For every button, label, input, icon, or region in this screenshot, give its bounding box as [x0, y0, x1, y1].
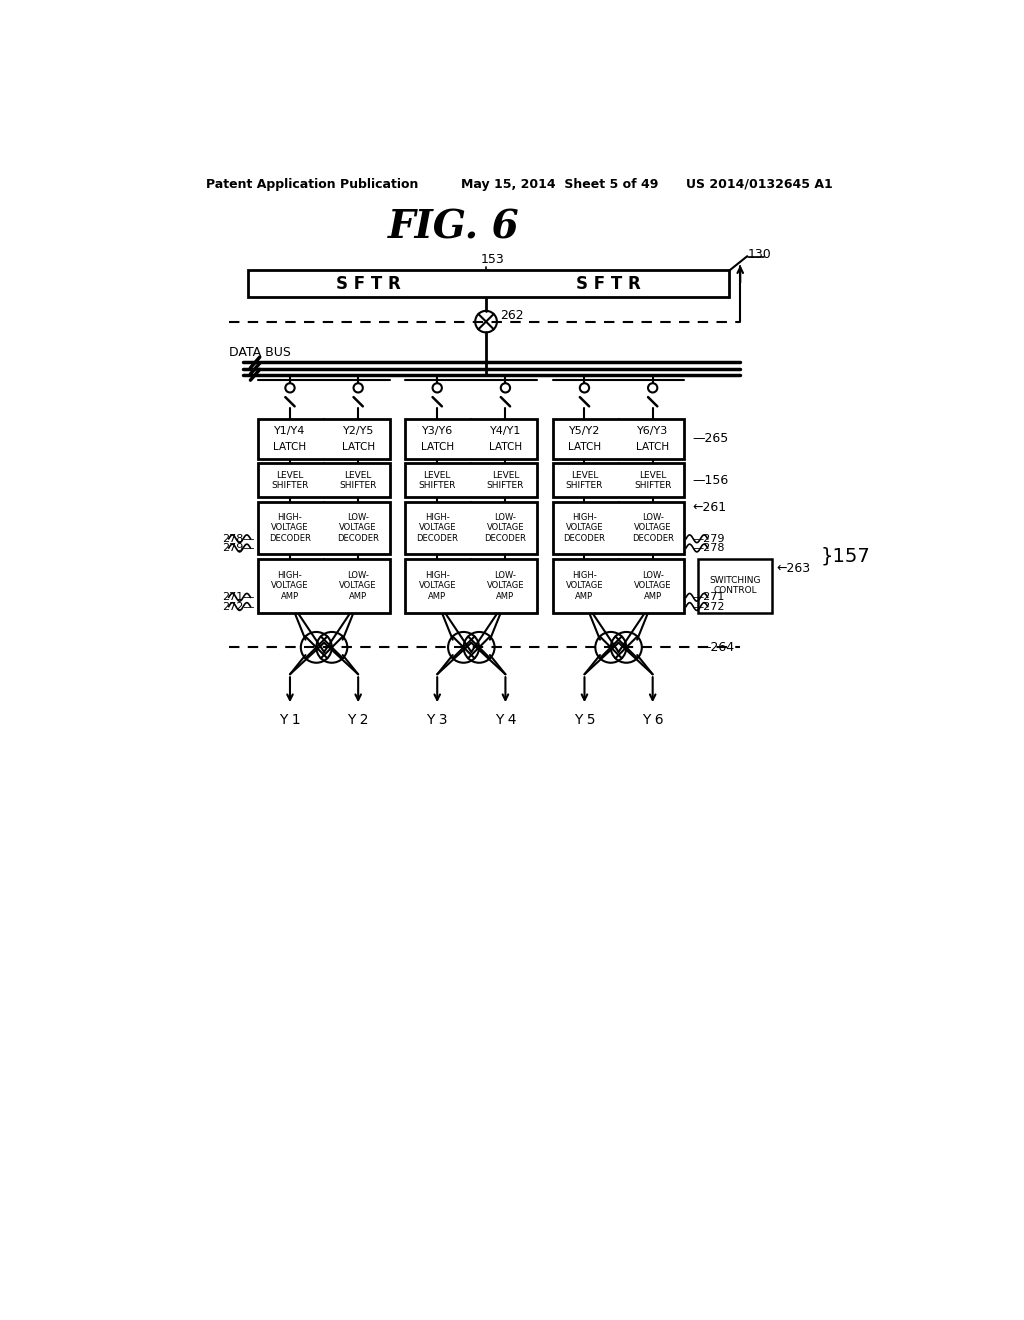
Text: LEVEL
SHIFTER: LEVEL SHIFTER — [566, 470, 603, 490]
Text: LOW-
VOLTAGE
AMP: LOW- VOLTAGE AMP — [339, 570, 377, 601]
Text: Y 3: Y 3 — [426, 714, 447, 727]
Text: LEVEL
SHIFTER: LEVEL SHIFTER — [634, 470, 672, 490]
Text: }157: }157 — [821, 546, 870, 566]
Text: LATCH: LATCH — [421, 442, 454, 453]
Text: Patent Application Publication: Patent Application Publication — [206, 178, 418, 190]
Text: 130: 130 — [748, 248, 772, 261]
Text: LATCH: LATCH — [488, 442, 522, 453]
Text: HIGH-
VOLTAGE
AMP: HIGH- VOLTAGE AMP — [419, 570, 456, 601]
Text: HIGH-
VOLTAGE
DECODER: HIGH- VOLTAGE DECODER — [269, 513, 311, 543]
Text: DATA BUS: DATA BUS — [228, 346, 291, 359]
Bar — [553, 463, 684, 498]
Text: —264: —264 — [698, 640, 734, 653]
Text: LATCH: LATCH — [342, 442, 375, 453]
Text: ←261: ←261 — [692, 502, 726, 515]
Text: HIGH-
VOLTAGE
DECODER: HIGH- VOLTAGE DECODER — [417, 513, 458, 543]
Text: Y 5: Y 5 — [573, 714, 595, 727]
Text: LOW-
VOLTAGE
AMP: LOW- VOLTAGE AMP — [634, 570, 672, 601]
Text: LATCH: LATCH — [568, 442, 601, 453]
Text: LATCH: LATCH — [636, 442, 670, 453]
Text: 271—: 271— — [222, 593, 254, 602]
Text: —271: —271 — [692, 593, 725, 602]
Text: —272: —272 — [692, 602, 725, 611]
Text: Y 6: Y 6 — [642, 714, 664, 727]
Text: 278—: 278— — [222, 533, 254, 544]
Bar — [406, 463, 538, 498]
Text: S F T R: S F T R — [336, 275, 400, 293]
Text: Y 1: Y 1 — [280, 714, 301, 727]
Text: Y 4: Y 4 — [495, 714, 516, 727]
Bar — [248, 271, 729, 297]
Text: LEVEL
SHIFTER: LEVEL SHIFTER — [271, 470, 308, 490]
Text: ←263: ←263 — [776, 561, 810, 574]
Text: Y3/Y6: Y3/Y6 — [422, 425, 453, 436]
Bar — [698, 558, 772, 612]
Text: LEVEL
SHIFTER: LEVEL SHIFTER — [486, 470, 524, 490]
Text: S F T R: S F T R — [577, 275, 641, 293]
Text: Y 2: Y 2 — [347, 714, 369, 727]
Bar — [406, 558, 538, 612]
Text: US 2014/0132645 A1: US 2014/0132645 A1 — [686, 178, 833, 190]
Text: LOW-
VOLTAGE
DECODER: LOW- VOLTAGE DECODER — [632, 513, 674, 543]
Bar — [553, 558, 684, 612]
Text: —265: —265 — [692, 432, 728, 445]
Text: Y4/Y1: Y4/Y1 — [489, 425, 521, 436]
Text: 153: 153 — [480, 253, 505, 267]
Text: —278: —278 — [692, 543, 725, 553]
Bar — [553, 418, 684, 459]
Bar — [553, 502, 684, 554]
Text: LOW-
VOLTAGE
DECODER: LOW- VOLTAGE DECODER — [484, 513, 526, 543]
Text: Y2/Y5: Y2/Y5 — [342, 425, 374, 436]
Text: —156: —156 — [692, 474, 728, 487]
Bar — [258, 558, 390, 612]
Bar — [258, 418, 390, 459]
Text: Y6/Y3: Y6/Y3 — [637, 425, 669, 436]
Text: Y1/Y4: Y1/Y4 — [274, 425, 305, 436]
Text: HIGH-
VOLTAGE
DECODER: HIGH- VOLTAGE DECODER — [563, 513, 605, 543]
Text: HIGH-
VOLTAGE
AMP: HIGH- VOLTAGE AMP — [565, 570, 603, 601]
Text: SWITCHING
CONTROL: SWITCHING CONTROL — [709, 576, 761, 595]
Text: HIGH-
VOLTAGE
AMP: HIGH- VOLTAGE AMP — [271, 570, 308, 601]
Text: FIG. 6: FIG. 6 — [388, 209, 519, 247]
Bar — [258, 502, 390, 554]
Text: 279—: 279— — [222, 543, 254, 553]
Text: May 15, 2014  Sheet 5 of 49: May 15, 2014 Sheet 5 of 49 — [461, 178, 658, 190]
Text: LATCH: LATCH — [273, 442, 306, 453]
Bar — [406, 418, 538, 459]
Text: LEVEL
SHIFTER: LEVEL SHIFTER — [419, 470, 456, 490]
Text: LOW-
VOLTAGE
AMP: LOW- VOLTAGE AMP — [486, 570, 524, 601]
Text: Y5/Y2: Y5/Y2 — [568, 425, 600, 436]
Text: LEVEL
SHIFTER: LEVEL SHIFTER — [340, 470, 377, 490]
Text: LOW-
VOLTAGE
DECODER: LOW- VOLTAGE DECODER — [337, 513, 379, 543]
Text: 272—: 272— — [222, 602, 254, 611]
Bar — [406, 502, 538, 554]
Text: 262: 262 — [500, 309, 523, 322]
Text: —279: —279 — [692, 533, 725, 544]
Bar — [258, 463, 390, 498]
